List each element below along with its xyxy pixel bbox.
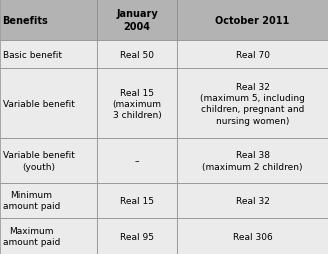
Bar xyxy=(97,139,177,183)
Text: Real 70: Real 70 xyxy=(236,51,270,59)
Text: October 2011: October 2011 xyxy=(215,15,290,25)
Text: Variable benefit: Variable benefit xyxy=(3,100,74,108)
Bar xyxy=(177,0,328,41)
Bar xyxy=(97,183,177,218)
Bar xyxy=(97,0,177,41)
Text: Variable benefit
(youth): Variable benefit (youth) xyxy=(3,151,74,171)
Bar xyxy=(177,41,328,69)
Text: Real 32: Real 32 xyxy=(236,196,270,205)
Text: Real 15
(maximum
3 children): Real 15 (maximum 3 children) xyxy=(113,88,161,120)
Bar xyxy=(0,41,97,69)
Bar xyxy=(177,183,328,218)
Bar xyxy=(0,139,97,183)
Bar xyxy=(97,69,177,139)
Bar xyxy=(0,0,97,41)
Text: Minimum
amount paid: Minimum amount paid xyxy=(3,190,60,211)
Text: Maximum
amount paid: Maximum amount paid xyxy=(3,226,60,246)
Bar xyxy=(97,218,177,254)
Text: Benefits: Benefits xyxy=(3,15,48,25)
Text: Real 38
(maximum 2 children): Real 38 (maximum 2 children) xyxy=(202,151,303,171)
Text: Real 306: Real 306 xyxy=(233,232,273,241)
Text: Real 32
(maximum 5, including
children, pregnant and
nursing women): Real 32 (maximum 5, including children, … xyxy=(200,83,305,125)
Text: January
2004: January 2004 xyxy=(116,9,158,32)
Text: –: – xyxy=(135,156,139,165)
Bar xyxy=(177,218,328,254)
Text: Real 50: Real 50 xyxy=(120,51,154,59)
Bar xyxy=(0,183,97,218)
Text: Real 15: Real 15 xyxy=(120,196,154,205)
Bar xyxy=(0,218,97,254)
Bar xyxy=(177,139,328,183)
Text: Real 95: Real 95 xyxy=(120,232,154,241)
Bar xyxy=(97,41,177,69)
Bar xyxy=(177,69,328,139)
Bar xyxy=(0,69,97,139)
Text: Basic benefit: Basic benefit xyxy=(3,51,62,59)
